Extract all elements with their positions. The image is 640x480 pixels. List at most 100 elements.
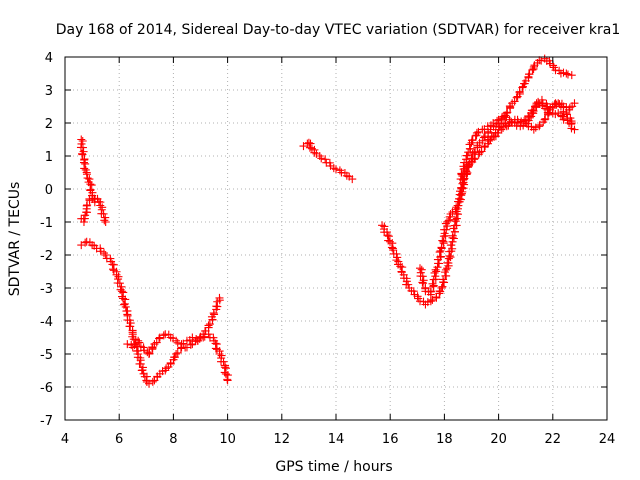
data-point <box>396 262 405 271</box>
data-point <box>135 338 144 347</box>
data-point <box>468 135 477 144</box>
data-point <box>563 70 572 79</box>
data-point <box>529 125 538 134</box>
data-point <box>535 122 544 131</box>
data-point <box>501 119 510 128</box>
data-point <box>188 333 197 342</box>
data-point <box>437 243 446 252</box>
data-point <box>212 302 221 311</box>
series-arc-4 <box>123 293 224 358</box>
data-point <box>441 265 450 274</box>
data-point <box>215 293 224 302</box>
x-tick-label: 8 <box>169 432 177 447</box>
series-arc-6 <box>378 54 576 309</box>
y-tick-labels: 4 3 2 1 0 -1 -2 -3 -4 -5 -6 -7 <box>40 51 53 429</box>
data-point <box>531 123 540 132</box>
data-point <box>444 216 453 225</box>
data-point <box>80 164 89 173</box>
data-point <box>87 181 96 190</box>
y-tick-label: -2 <box>40 249 53 264</box>
data-point <box>205 320 214 329</box>
data-point <box>155 334 164 343</box>
data-point <box>487 133 496 142</box>
data-point <box>515 87 524 96</box>
x-tick-label: 12 <box>274 432 291 447</box>
data-point <box>465 140 474 149</box>
series-arc-2 <box>77 191 110 226</box>
y-axis-label: SDTVAR / TECUs <box>7 182 23 297</box>
data-point <box>78 143 87 152</box>
data-point <box>418 278 427 287</box>
data-point <box>448 244 457 253</box>
data-point <box>148 377 157 386</box>
data-point <box>173 348 182 357</box>
data-point <box>384 232 393 241</box>
data-point <box>122 307 131 316</box>
y-tick-label: 2 <box>45 117 53 132</box>
data-point <box>570 125 579 134</box>
data-point <box>499 123 508 132</box>
data-point <box>83 174 92 183</box>
grid <box>65 57 607 420</box>
data-point <box>458 179 467 188</box>
x-tick-label: 4 <box>61 432 69 447</box>
series-arc-9 <box>483 95 579 144</box>
data-point <box>452 203 461 212</box>
data-point <box>86 186 95 195</box>
data-point <box>462 151 471 160</box>
x-tick-label: 14 <box>328 432 345 447</box>
data-point <box>186 340 195 349</box>
data-point <box>402 277 411 286</box>
data-point <box>118 294 127 303</box>
data-point <box>145 379 154 388</box>
data-point <box>472 128 481 137</box>
data-point <box>96 201 105 210</box>
data-point <box>223 376 232 385</box>
y-tick-label: 4 <box>45 51 53 66</box>
data-point <box>428 279 437 288</box>
data-point <box>480 143 489 152</box>
data-point <box>176 344 185 353</box>
x-tick-labels: 4 6 8 10 12 14 16 18 20 22 24 <box>61 432 615 447</box>
x-tick-label: 6 <box>115 432 123 447</box>
data-point <box>525 113 534 122</box>
axis-ticks <box>64 56 608 421</box>
data-point <box>317 154 326 163</box>
data-point <box>306 139 315 148</box>
data-point <box>321 155 330 164</box>
data-point <box>428 295 437 304</box>
data-point <box>159 331 168 340</box>
y-tick-label: -4 <box>40 315 53 330</box>
series-arc-8 <box>456 99 579 184</box>
data-point <box>438 282 447 291</box>
x-axis-label: GPS time / hours <box>275 459 392 475</box>
data-point <box>559 115 568 124</box>
data-point <box>475 148 484 157</box>
data-point <box>438 236 447 245</box>
data-point <box>78 150 87 159</box>
data-point <box>457 169 466 178</box>
data-point <box>541 114 550 123</box>
x-tick-label: 18 <box>436 432 453 447</box>
data-point <box>446 210 455 219</box>
data-point <box>173 338 182 347</box>
data-point <box>99 249 108 258</box>
data-point <box>304 138 313 147</box>
data-point <box>392 256 401 265</box>
y-tick-label: 3 <box>45 84 53 99</box>
data-point <box>544 108 553 117</box>
data-point <box>134 336 143 345</box>
data-point <box>432 267 441 276</box>
data-point <box>446 253 455 262</box>
data-point <box>143 348 152 357</box>
data-point <box>457 184 466 193</box>
series-arc-1 <box>76 135 99 207</box>
data-point <box>477 147 486 156</box>
data-point <box>479 133 488 142</box>
data-point <box>172 336 181 345</box>
data-point <box>470 155 479 164</box>
data-point <box>192 334 201 343</box>
y-tick-label: -5 <box>40 348 53 363</box>
data-point <box>416 264 425 273</box>
data-point <box>383 231 392 240</box>
